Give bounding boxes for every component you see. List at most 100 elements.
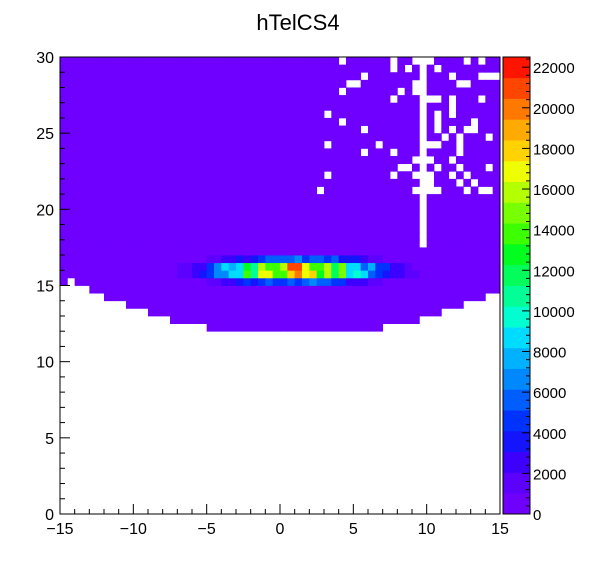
heatmap-cell bbox=[448, 209, 457, 218]
heatmap-cell bbox=[199, 201, 208, 210]
heatmap-cell bbox=[74, 102, 83, 111]
heatmap-cell bbox=[67, 216, 76, 225]
heatmap-cell bbox=[280, 72, 288, 81]
heatmap-cell bbox=[133, 72, 142, 81]
heatmap-cell bbox=[470, 102, 479, 111]
heatmap-cell bbox=[155, 239, 164, 248]
heatmap-cell bbox=[404, 293, 413, 302]
heatmap-cell bbox=[316, 148, 325, 157]
heatmap-cell bbox=[118, 293, 127, 302]
heatmap-cell bbox=[324, 95, 332, 104]
heatmap-cell bbox=[74, 163, 83, 172]
heatmap-cell bbox=[331, 323, 340, 332]
heatmap-cell bbox=[221, 79, 230, 88]
heatmap-cell bbox=[206, 209, 215, 218]
heatmap-cell bbox=[60, 79, 68, 88]
heatmap-cell bbox=[368, 110, 376, 119]
heatmap-cell bbox=[96, 216, 105, 225]
heatmap-cell bbox=[463, 110, 472, 119]
heatmap-cell bbox=[287, 194, 296, 203]
heatmap-cell bbox=[96, 148, 105, 157]
heatmap-cell bbox=[272, 133, 281, 142]
heatmap-cell bbox=[302, 140, 310, 149]
heatmap-cell bbox=[390, 194, 398, 203]
heatmap-cell bbox=[448, 79, 457, 88]
heatmap-cell bbox=[478, 163, 486, 172]
heatmap-cell bbox=[133, 216, 142, 225]
heatmap-cell bbox=[184, 117, 193, 126]
heatmap-cell bbox=[148, 110, 156, 119]
heatmap-cell bbox=[82, 156, 90, 165]
heatmap-cell bbox=[426, 148, 435, 157]
heatmap-cell bbox=[214, 64, 222, 73]
heatmap-cell bbox=[404, 186, 413, 195]
heatmap-cell bbox=[228, 79, 237, 88]
heatmap-cell bbox=[338, 285, 347, 294]
heatmap-cell bbox=[434, 171, 442, 180]
heatmap-cell bbox=[192, 285, 200, 294]
heatmap-cell bbox=[434, 102, 442, 111]
heatmap-cell bbox=[228, 270, 237, 279]
heatmap-cell bbox=[243, 194, 252, 203]
heatmap-cell bbox=[221, 117, 230, 126]
heatmap-cell bbox=[118, 277, 127, 286]
heatmap-cell bbox=[170, 125, 178, 134]
heatmap-cell bbox=[192, 216, 200, 225]
heatmap-cell bbox=[199, 117, 208, 126]
heatmap-cell bbox=[118, 255, 127, 264]
heatmap-cell bbox=[382, 102, 391, 111]
heatmap-cell bbox=[390, 163, 398, 172]
heatmap-cell bbox=[96, 133, 105, 142]
heatmap-cell bbox=[184, 87, 193, 96]
heatmap-cell bbox=[236, 140, 244, 149]
heatmap-cell bbox=[236, 262, 244, 271]
heatmap-cell bbox=[316, 247, 325, 256]
heatmap-cell bbox=[184, 194, 193, 203]
heatmap-cell bbox=[441, 110, 450, 119]
heatmap-cell bbox=[309, 186, 318, 195]
heatmap-cell bbox=[265, 156, 274, 165]
heatmap-cell bbox=[96, 232, 105, 241]
heatmap-cell bbox=[199, 133, 208, 142]
heatmap-cell bbox=[258, 262, 266, 271]
heatmap-cell bbox=[272, 247, 281, 256]
heatmap-cell bbox=[448, 186, 457, 195]
heatmap-cell bbox=[199, 178, 208, 187]
heatmap-cell bbox=[243, 102, 252, 111]
heatmap-cell bbox=[404, 194, 413, 203]
heatmap-cell bbox=[228, 87, 237, 96]
heatmap-cell bbox=[302, 277, 310, 286]
chart-title: hTelCS4 bbox=[256, 10, 339, 35]
heatmap-cell bbox=[338, 72, 347, 81]
heatmap-cell bbox=[236, 300, 244, 309]
heatmap-cell bbox=[470, 133, 479, 142]
heatmap-cell bbox=[441, 224, 450, 233]
heatmap-cell bbox=[258, 79, 266, 88]
heatmap-cell bbox=[331, 117, 340, 126]
heatmap-cell bbox=[221, 102, 230, 111]
heatmap-cell bbox=[60, 148, 68, 157]
heatmap-cell bbox=[258, 232, 266, 241]
heatmap-cell bbox=[155, 224, 164, 233]
heatmap-cell bbox=[294, 201, 303, 210]
heatmap-cell bbox=[228, 102, 237, 111]
heatmap-cell bbox=[492, 163, 501, 172]
heatmap-cell bbox=[478, 270, 486, 279]
heatmap-cell bbox=[104, 148, 112, 157]
heatmap-cell bbox=[184, 64, 193, 73]
heatmap-cell bbox=[177, 277, 186, 286]
heatmap-cell bbox=[404, 102, 413, 111]
y-tick-label: 30 bbox=[36, 50, 54, 67]
heatmap-cell bbox=[104, 239, 112, 248]
heatmap-cell bbox=[448, 117, 457, 126]
heatmap-cell bbox=[236, 117, 244, 126]
heatmap-cell bbox=[478, 140, 486, 149]
heatmap-cell bbox=[331, 277, 340, 286]
heatmap-cell bbox=[316, 110, 325, 119]
heatmap-cell bbox=[148, 224, 156, 233]
heatmap-cell bbox=[206, 255, 215, 264]
heatmap-cell bbox=[199, 239, 208, 248]
heatmap-cell bbox=[426, 239, 435, 248]
heatmap-cell bbox=[272, 110, 281, 119]
heatmap-cell bbox=[82, 87, 90, 96]
